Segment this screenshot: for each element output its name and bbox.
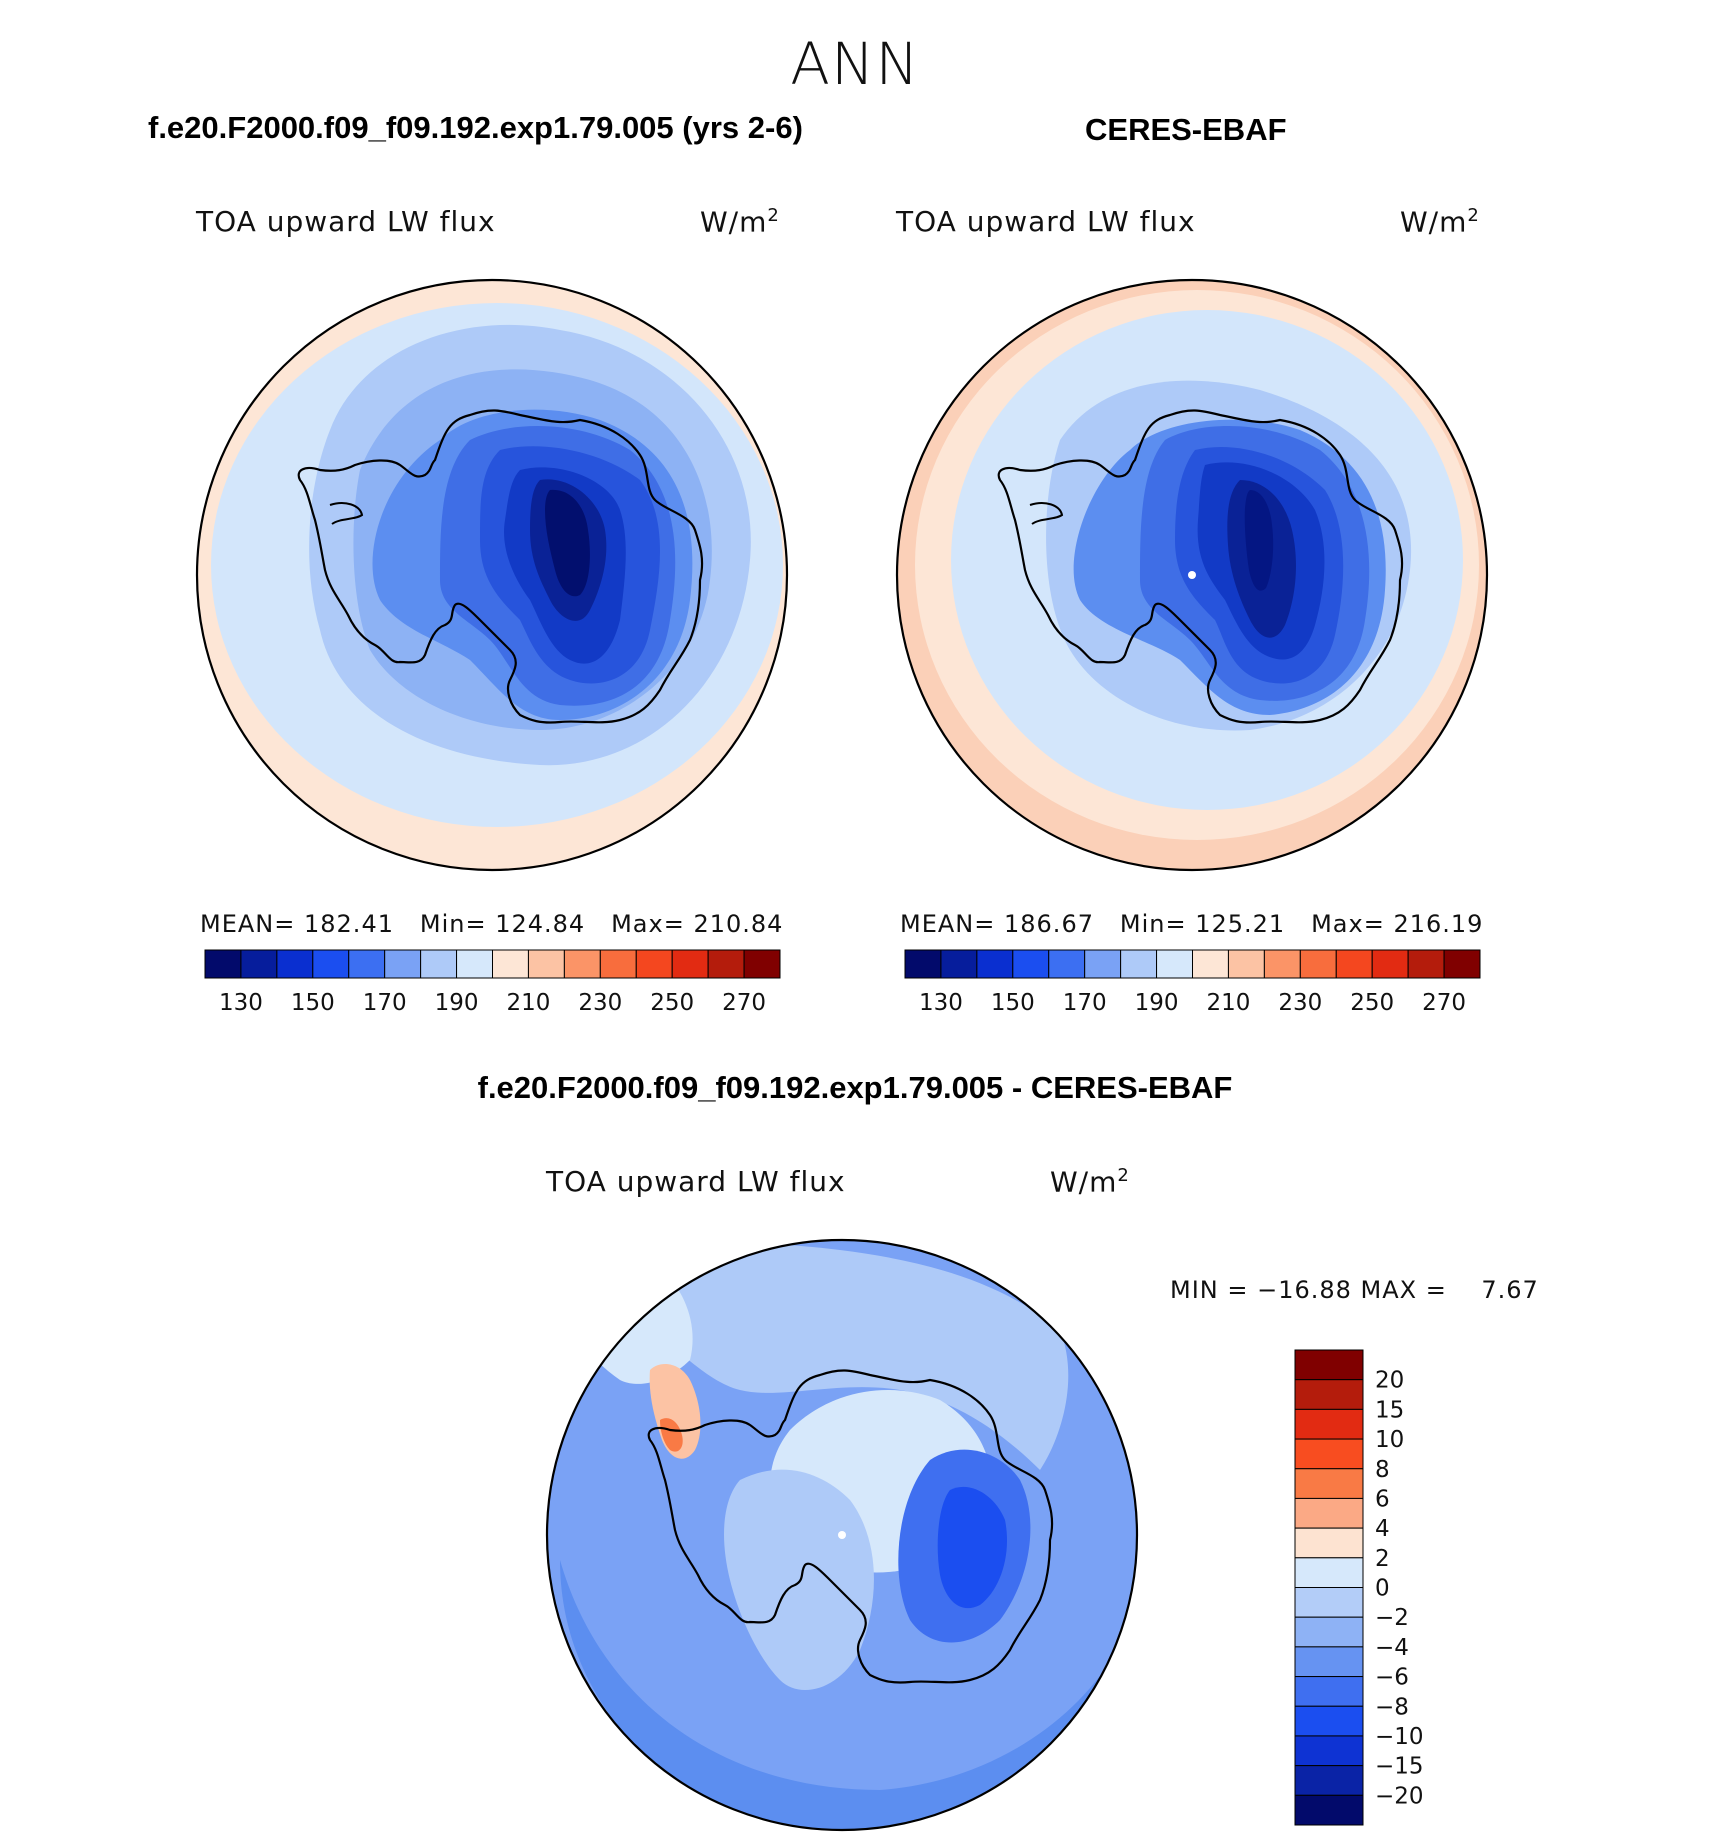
colorbar-swatch [312, 949, 350, 979]
colorbar-swatch [940, 949, 978, 979]
colorbar-swatch [1294, 1557, 1364, 1588]
colorbar-tick-label: 130 [919, 990, 963, 1016]
colorbar-swatch [1294, 1616, 1364, 1648]
colorbar-swatch [348, 949, 386, 979]
colorbar-swatch [1012, 949, 1050, 979]
colorbar-swatch [671, 949, 709, 979]
colorbar-swatch [527, 949, 565, 979]
variable-label-obs: TOA upward LW flux [896, 205, 1196, 238]
colorbar-level-label: −20 [1375, 1783, 1424, 1809]
diff-minmax: MIN = −16.88 MAX = 7.67 [1170, 1276, 1539, 1304]
colorbar-tick-label: 210 [1206, 990, 1250, 1016]
colorbar-swatch [707, 949, 745, 979]
colorbar-swatch [1192, 949, 1229, 979]
colorbar-swatch [1294, 1379, 1364, 1410]
colorbar-tick-label: 190 [1135, 990, 1179, 1016]
stats-model: MEAN= 182.41 Min= 124.84 Max= 210.84 [200, 910, 784, 938]
colorbar-level-label: 2 [1375, 1546, 1390, 1572]
colorbar-swatch [1294, 1705, 1364, 1737]
colorbar-swatch [743, 949, 781, 979]
colorbar-swatch [1294, 1497, 1364, 1529]
colorbar-level-label: 4 [1375, 1516, 1390, 1542]
units-label-obs: W/m2 [1400, 205, 1480, 239]
variable-label-diff: TOA upward LW flux [546, 1165, 846, 1198]
colorbar-level-label: 0 [1375, 1576, 1390, 1602]
colorbar-tick-label: 250 [1350, 990, 1394, 1016]
stats-obs: MEAN= 186.67 Min= 125.21 Max= 216.19 [900, 910, 1484, 938]
colorbar-swatch [1294, 1735, 1364, 1767]
colorbar-tick-label: 130 [219, 990, 263, 1016]
colorbar-swatch [1371, 949, 1409, 979]
colorbar-swatch [635, 949, 673, 979]
colorbar-swatch [1294, 1527, 1364, 1559]
colorbar-swatch [1294, 1438, 1364, 1470]
colorbar-tick-label: 250 [650, 990, 694, 1016]
colorbar-swatch [420, 949, 458, 979]
polar-map-model [197, 280, 787, 870]
colorbar-level-label: −4 [1375, 1635, 1409, 1661]
colorbar-tick-label: 190 [435, 990, 479, 1016]
colorbar-swatch [1407, 949, 1445, 979]
colorbar-level-label: −10 [1375, 1724, 1424, 1750]
colorbar-swatch [1294, 1349, 1364, 1381]
colorbar-swatch [276, 949, 314, 979]
colorbar-level-label: −8 [1375, 1694, 1409, 1720]
colorbar-tick-label: 230 [1278, 990, 1322, 1016]
colorbar-swatch [1294, 1765, 1364, 1796]
colorbar-swatch [1294, 1794, 1364, 1826]
units-label-model: W/m2 [700, 205, 780, 239]
diff-title: f.e20.F2000.f09_f09.192.exp1.79.005 - CE… [477, 1070, 1233, 1105]
colorbar-swatch [1335, 949, 1373, 979]
colorbar-tick-label: 270 [722, 990, 766, 1016]
colorbar-level-label: 8 [1375, 1457, 1390, 1483]
colorbar-tick-label: 170 [363, 990, 407, 1016]
colorbar-tick-label: 170 [1063, 990, 1107, 1016]
colorbar-level-label: −2 [1375, 1605, 1409, 1631]
colorbar-swatch [599, 949, 637, 979]
colorbar-swatch [1294, 1676, 1364, 1707]
colorbar-swatch [904, 949, 942, 979]
colorbar-swatch [456, 949, 493, 979]
colorbar-swatch [1294, 1408, 1364, 1440]
colorbar-swatch [492, 949, 529, 979]
colorbar-tick-label: 150 [991, 990, 1035, 1016]
colorbar-level-label: −15 [1375, 1754, 1424, 1780]
colorbar-tick-label: 230 [578, 990, 622, 1016]
colorbar-swatch [1227, 949, 1265, 979]
panel-title-obs: CERES-EBAF [1085, 112, 1287, 147]
polar-map-obs [897, 280, 1487, 870]
colorbar-swatch [1443, 949, 1481, 979]
colorbar-swatch [1299, 949, 1337, 979]
colorbar-level-label: 10 [1375, 1427, 1404, 1453]
colorbar-swatch [1048, 949, 1086, 979]
polar-map-difference [547, 1240, 1137, 1830]
units-label-diff: W/m2 [1050, 1165, 1130, 1199]
colorbar-tick-label: 210 [506, 990, 550, 1016]
colorbar-swatch [1120, 949, 1158, 979]
colorbar-level-label: −6 [1375, 1665, 1409, 1691]
colorbar-tick-label: 270 [1422, 990, 1466, 1016]
colorbar-swatch [1263, 949, 1301, 979]
colorbar-swatch [1294, 1587, 1364, 1618]
colorbar-swatch [204, 949, 242, 979]
colorbar-swatch [1294, 1468, 1364, 1499]
colorbar-model: 130 150 170 190 210 230 250 270 [204, 949, 781, 1016]
colorbar-level-label: 20 [1375, 1368, 1404, 1394]
colorbar-swatch [563, 949, 601, 979]
colorbar-swatch [1084, 949, 1122, 979]
colorbar-swatch [240, 949, 278, 979]
panel-title-model: f.e20.F2000.f09_f09.192.exp1.79.005 (yrs… [148, 110, 803, 145]
colorbar-level-label: 6 [1375, 1486, 1390, 1512]
colorbar-swatch [384, 949, 422, 979]
variable-label-model: TOA upward LW flux [196, 205, 496, 238]
colorbar-level-label: 15 [1375, 1397, 1404, 1423]
colorbar-obs: 130 150 170 190 210 230 250 270 [904, 949, 1481, 1016]
colorbar-swatch [1294, 1646, 1364, 1678]
colorbar-swatch [976, 949, 1014, 979]
colorbar-swatch [1156, 949, 1193, 979]
season-title: ANN [790, 30, 920, 98]
colorbar-tick-label: 150 [291, 990, 335, 1016]
